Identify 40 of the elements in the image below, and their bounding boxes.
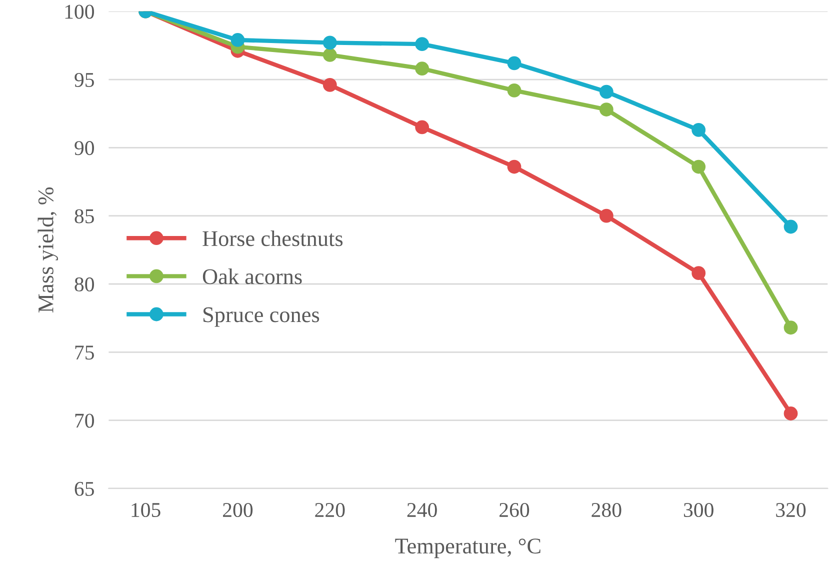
x-axis-title: Temperature, °C (395, 538, 540, 558)
point (692, 160, 706, 174)
point (784, 220, 798, 234)
legend-label: Spruce cones (204, 307, 320, 327)
point (415, 120, 430, 134)
y-tick-label: 90 (74, 141, 94, 156)
point (692, 123, 706, 137)
y-tick-label: 70 (75, 414, 94, 428)
x-tick-label: 320 (776, 502, 806, 518)
y-axis-title: Mass yield, % (38, 187, 58, 313)
point (692, 266, 706, 280)
x-tick-label: 105 (132, 502, 160, 518)
x-tick-label: 200 (223, 502, 253, 518)
y-tick-label: 85 (74, 209, 94, 224)
y-tick-label: 75 (75, 346, 94, 360)
point (599, 84, 614, 99)
x-tick-label: 220 (315, 502, 345, 518)
x-tick-label: 280 (592, 502, 622, 518)
point (599, 208, 614, 223)
point (507, 56, 522, 70)
point (507, 83, 522, 98)
legend-label: Oak acorns (202, 268, 302, 284)
point (322, 36, 337, 50)
point (784, 320, 798, 335)
y-tick-label: 65 (74, 482, 94, 496)
point (322, 48, 337, 62)
x-tick-label: 240 (407, 502, 437, 518)
x-tick-label: 300 (684, 502, 714, 518)
point (415, 62, 430, 76)
y-tick-label: 100 (65, 4, 94, 19)
point (230, 33, 245, 47)
point (784, 406, 798, 420)
x-tick-label: 260 (500, 502, 530, 518)
y-tick-label: 95 (74, 72, 94, 87)
y-tick-label: 80 (74, 277, 94, 292)
point (322, 78, 337, 92)
legend-label: Horse chestnuts (202, 230, 343, 246)
point (507, 160, 522, 174)
point (599, 102, 614, 116)
point (415, 37, 430, 52)
